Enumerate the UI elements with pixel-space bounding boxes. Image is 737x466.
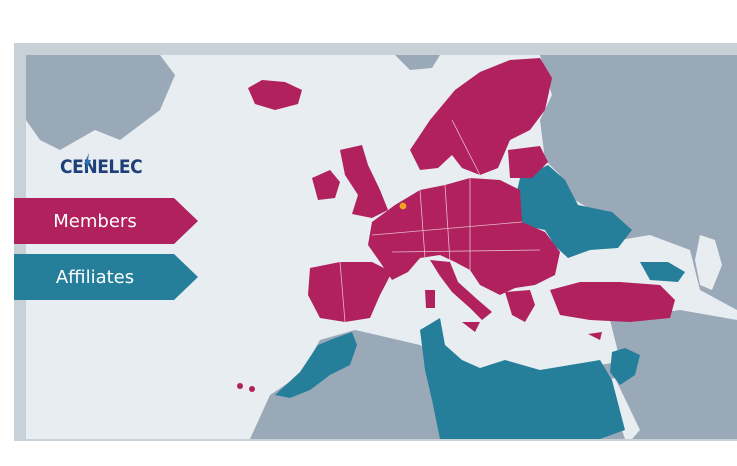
europe-map bbox=[26, 55, 737, 439]
caspian-sea bbox=[695, 235, 722, 290]
greenland-land bbox=[26, 55, 175, 150]
member-ireland bbox=[312, 170, 340, 200]
members-legend-button[interactable]: Members bbox=[14, 198, 198, 244]
member-turkey bbox=[550, 282, 675, 322]
member-sardinia bbox=[425, 290, 435, 308]
affiliate-north-africa bbox=[420, 318, 625, 439]
member-sicily bbox=[462, 322, 480, 332]
russia-land bbox=[540, 55, 737, 310]
member-iberia bbox=[308, 262, 392, 322]
svalbard-land bbox=[395, 55, 440, 70]
affiliates-legend-label: Affiliates bbox=[55, 266, 135, 288]
lightning-bolt-icon bbox=[84, 153, 91, 173]
headquarters-marker-icon bbox=[398, 201, 408, 211]
affiliate-morocco bbox=[275, 332, 357, 398]
member-baltics bbox=[508, 146, 548, 178]
affiliate-belarus-ukraine bbox=[515, 165, 632, 258]
affiliates-legend-button[interactable]: Affiliates bbox=[14, 254, 198, 300]
member-cyprus bbox=[588, 332, 602, 340]
member-scandinavia bbox=[410, 58, 552, 175]
member-uk bbox=[340, 145, 388, 218]
member-continental-europe bbox=[368, 178, 560, 295]
map-frame bbox=[14, 43, 737, 441]
cenelec-logo: CENELEC bbox=[60, 153, 150, 186]
member-islands bbox=[237, 383, 243, 389]
logo-text: CENELEC bbox=[60, 156, 143, 178]
country-borders bbox=[339, 119, 541, 323]
member-islands bbox=[249, 386, 255, 392]
affiliate-caucasus bbox=[640, 262, 685, 282]
member-greece bbox=[505, 290, 535, 322]
member-italy bbox=[430, 260, 492, 320]
member-iceland bbox=[248, 80, 302, 110]
affiliate-levant bbox=[610, 348, 640, 385]
middle-east-land bbox=[610, 310, 737, 395]
members-legend-label: Members bbox=[53, 210, 137, 232]
